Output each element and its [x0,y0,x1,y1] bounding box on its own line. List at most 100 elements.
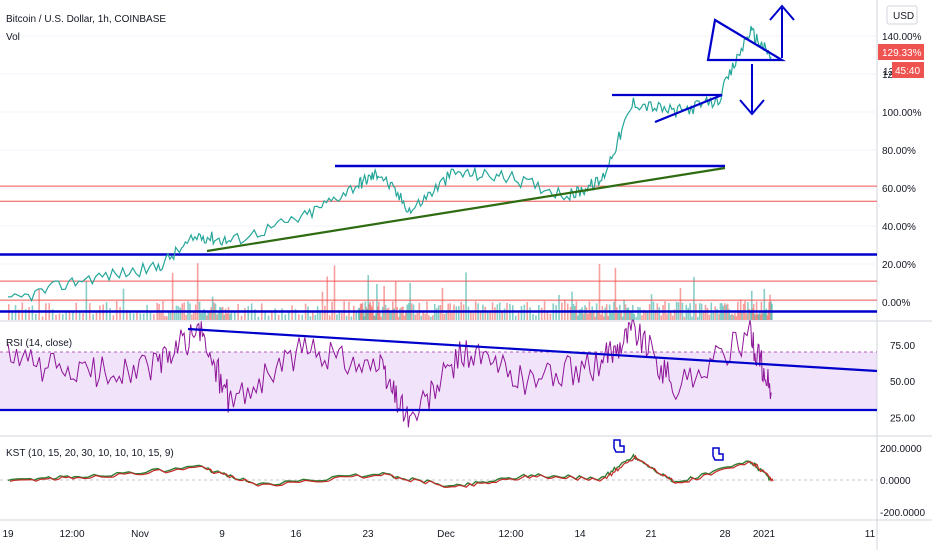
volume-bar [616,307,618,320]
time-tick-label: 16 [290,529,302,540]
volume-bar [393,308,396,320]
volume-bar [501,311,503,320]
drawing-tools [0,18,878,412]
volume-bar [514,315,517,320]
volume-bar [549,313,552,320]
volume-bar [590,311,592,320]
volume-bar [623,299,625,320]
volume-bar [319,310,321,320]
volume-bar [458,306,460,320]
volume-bar [207,312,210,320]
currency-button-label: USD [893,11,914,22]
current-value-badge: 129.33% [878,44,924,60]
volume-bar [465,272,467,320]
volume-bar [494,307,496,320]
volume-bar [298,314,300,320]
volume-bar [397,316,400,320]
volume-bar [532,314,534,320]
volume-bar [164,315,166,320]
volume-bar [687,307,689,320]
volume-bar [763,288,766,320]
volume-bar [591,306,594,320]
time-tick-label: 12:00 [59,529,84,540]
volume-bar [437,305,440,320]
price-tick-label: 0.00% [882,298,910,309]
volume-bar [540,307,543,320]
volume-bar [28,307,30,320]
volume-bar [217,312,220,320]
volume-bar [389,310,391,320]
volume-bar [396,306,398,320]
volume-bar [597,311,599,320]
volume-bar [350,316,353,320]
volume-bar [430,316,432,320]
volume-bar [712,312,715,320]
rsi-axis-ticks: 75.00 50.00 25.00 [890,341,915,425]
horizontal-levels [0,185,877,313]
volume-bar [333,265,336,320]
volume-bar [479,312,482,320]
countdown-badge: 45:40 [892,62,924,78]
volume-bar [366,308,369,320]
volume-bar [472,312,475,320]
volume-bar [78,310,81,320]
volume-bar [65,310,67,320]
volume-bar [582,313,585,320]
volume-bar [762,311,765,320]
volume-bar [61,314,64,320]
volume-bar [167,311,170,320]
volume-bar [735,316,738,320]
volume-bar [211,296,214,320]
volume-bar [352,305,355,320]
volume-bar [177,306,180,320]
volume-bar [611,312,614,320]
volume-bar [617,310,620,320]
volume-bar [139,313,142,320]
volume-bar [226,313,228,320]
volume-bar [204,312,207,320]
volume-bar [18,309,20,320]
currency-button[interactable]: USD [886,5,918,25]
volume-bar [400,307,403,320]
volume-bar [766,315,768,320]
countdown-text: 45:40 [895,66,920,77]
volume-bar [670,311,672,320]
kst-pane-label: KST (10, 15, 20, 30, 10, 10, 10, 15, 9) [6,448,174,459]
volume-bar [365,306,368,320]
volume-bar [340,313,343,320]
volume-bar [671,315,674,320]
volume-bar [558,294,560,320]
volume-bar [216,314,218,320]
volume-bar [219,307,221,320]
volume-bar [132,313,135,320]
volume-bar [451,311,453,320]
rsi-descending-trend-line [187,327,878,373]
volume-bar [745,313,748,320]
kst-tick-label: -200.0000 [880,508,925,519]
volume-bar [254,309,256,320]
time-tick-label: 2021 [753,529,776,540]
volume-bar [610,310,612,320]
volume-bar [679,288,682,320]
volume-bar [203,308,205,320]
arrow-up-icon [769,4,795,58]
volume-bar [109,308,111,320]
volume-bar [592,310,595,320]
volume-bar [383,285,385,320]
volume-bar [338,310,341,320]
volume-bar [381,306,384,320]
volume-bar [355,310,357,320]
volume-bar [201,312,204,320]
volume-bar [614,267,617,320]
hand-pointer-icon [613,439,625,453]
volume-bar [646,310,649,320]
volume-bar [38,288,40,320]
volume-bar [435,308,438,320]
kst-axis-ticks: 200.0000 0.0000 -200.0000 [0,444,925,519]
volume-bar [621,316,624,320]
volume-bar [641,315,643,320]
volume-bar [227,306,230,320]
rsi-tick-label: 50.00 [890,377,915,388]
volume-bar [55,314,57,320]
volume-bar [274,308,277,320]
